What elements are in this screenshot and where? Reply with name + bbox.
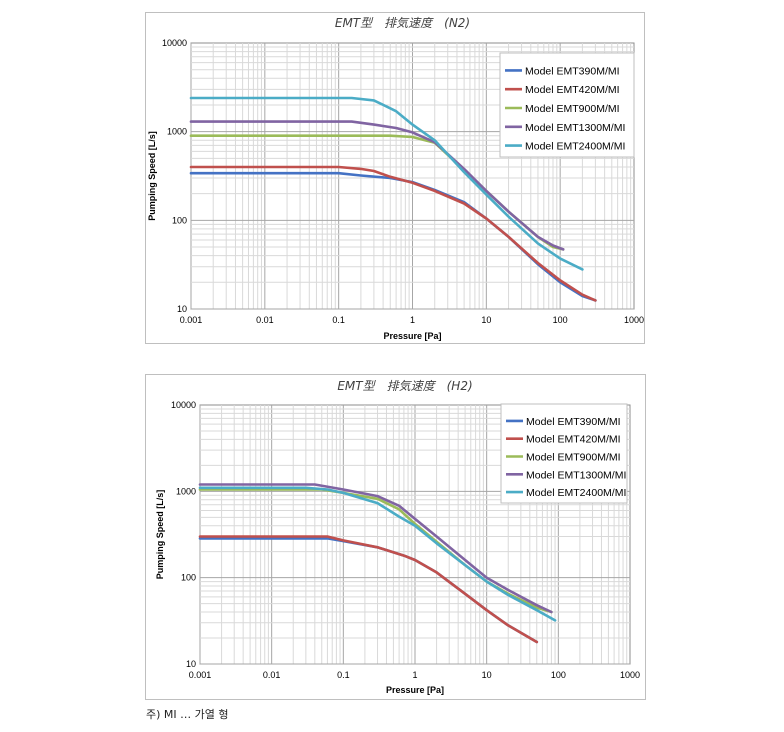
y-tick-label: 10000 bbox=[162, 38, 187, 48]
series-line-2 bbox=[189, 165, 597, 302]
x-tick-label: 1 bbox=[412, 670, 417, 680]
x-axis-title: Pressure [Pa] bbox=[386, 685, 444, 695]
y-axis-title: Pumping Speed [L/s] bbox=[147, 131, 157, 221]
legend-label: Model EMT900M/MI bbox=[525, 103, 620, 115]
y-tick-label: 1000 bbox=[167, 127, 187, 137]
series-line-5 bbox=[198, 486, 557, 622]
x-tick-label: 1000 bbox=[620, 670, 640, 680]
chart-svg-n2: 0.001 0.01 0.1 1 10 100 1000 10 100 1000 10000 EMT型… bbox=[147, 16, 644, 341]
legend-label: Model EMT420M/MI bbox=[526, 434, 621, 446]
x-tick-label: 1 bbox=[410, 315, 415, 325]
x-tick-label: 0.01 bbox=[256, 315, 274, 325]
series-line-4 bbox=[198, 483, 553, 614]
chart-title: EMT型 排気速度 (N2) bbox=[335, 16, 470, 30]
y-tick-label: 100 bbox=[172, 215, 187, 225]
legend-label: Model EMT900M/MI bbox=[526, 452, 621, 464]
x-tick-label: 100 bbox=[553, 315, 568, 325]
chart-svg-h2: 0.001 0.01 0.1 1 10 100 1000 10 100 1000 10000 EMT型… bbox=[155, 379, 640, 695]
y-tick-label: 10000 bbox=[171, 400, 196, 410]
legend-label: Model EMT1300M/MI bbox=[526, 469, 626, 481]
legend-label: Model EMT1300M/MI bbox=[525, 122, 625, 134]
y-tick-label: 100 bbox=[181, 573, 196, 583]
y-tick-label: 10 bbox=[186, 659, 196, 669]
footnote: 주) MI … 가열 형 bbox=[146, 708, 229, 721]
legend: Model EMT390M/MI Model EMT420M/MI Model EM… bbox=[499, 52, 635, 158]
x-tick-label: 1000 bbox=[624, 315, 644, 325]
legend-label: Model EMT2400M/MI bbox=[526, 487, 626, 499]
legend-label: Model EMT390M/MI bbox=[525, 65, 620, 77]
y-axis-title: Pumping Speed [L/s] bbox=[155, 490, 165, 580]
y-tick-label: 10 bbox=[177, 304, 187, 314]
x-tick-label: 0.001 bbox=[189, 670, 212, 680]
x-tick-label: 10 bbox=[481, 315, 491, 325]
x-tick-label: 0.001 bbox=[180, 315, 203, 325]
x-tick-label: 100 bbox=[551, 670, 566, 680]
chart-panel-n2: 0.001 0.01 0.1 1 10 100 1000 10 100 1000 10000 EMT型… bbox=[145, 12, 645, 344]
x-tick-label: 0.1 bbox=[332, 315, 345, 325]
legend-label: Model EMT2400M/MI bbox=[525, 141, 625, 153]
x-tick-label: 10 bbox=[482, 670, 492, 680]
series-line-5 bbox=[189, 96, 584, 271]
chart-title: EMT型 排気速度 (H2) bbox=[337, 379, 472, 393]
legend-box bbox=[499, 52, 635, 158]
x-tick-label: 0.01 bbox=[263, 670, 281, 680]
y-tick-label: 1000 bbox=[176, 486, 196, 496]
legend-label: Model EMT390M/MI bbox=[526, 416, 621, 428]
x-tick-label: 0.1 bbox=[337, 670, 350, 680]
chart-panel-h2: 0.001 0.01 0.1 1 10 100 1000 10 100 1000 10000 EMT型… bbox=[145, 374, 646, 700]
legend: Model EMT390M/MI Model EMT420M/MI Model EM… bbox=[500, 403, 628, 504]
legend-label: Model EMT420M/MI bbox=[525, 84, 620, 96]
series-line-2 bbox=[198, 535, 539, 644]
x-axis-title: Pressure [Pa] bbox=[383, 331, 441, 341]
